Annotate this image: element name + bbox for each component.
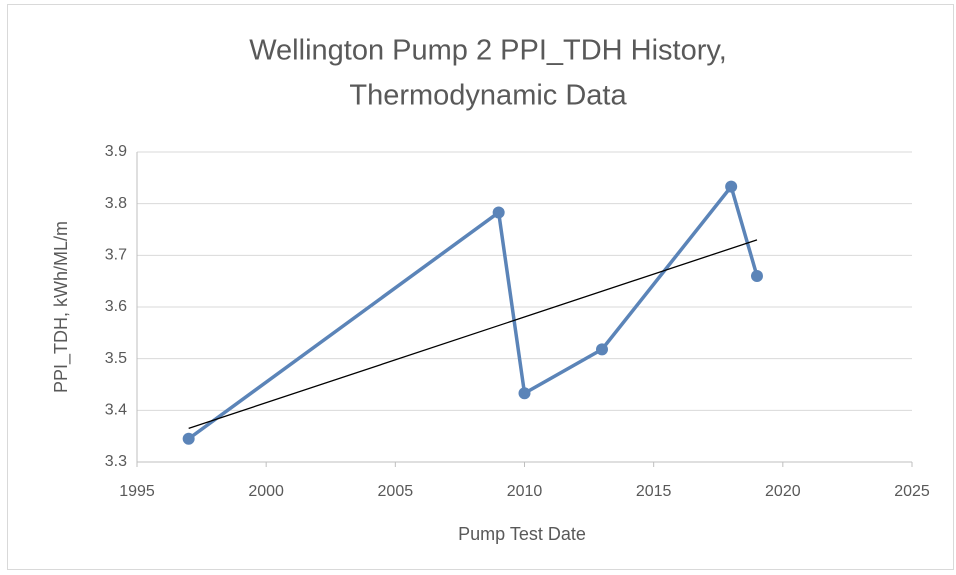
y-tick-label: 3.3 (105, 453, 127, 470)
x-tick-label: 2010 (507, 483, 543, 500)
x-tick-label: 1995 (119, 483, 155, 500)
data-point (492, 206, 505, 219)
chart-title: Wellington Pump 2 PPI_TDH History, (249, 35, 727, 67)
y-tick-label: 3.7 (105, 247, 127, 264)
chart-title: Thermodynamic Data (349, 80, 627, 112)
data-point (751, 270, 763, 282)
data-point (596, 343, 608, 356)
x-tick-label: 2025 (894, 483, 930, 500)
data-line (187, 184, 759, 441)
x-tick-label: 2000 (248, 483, 284, 500)
x-axis-title: Pump Test Date (458, 524, 586, 544)
y-tick-label: 3.9 (105, 143, 127, 160)
data-point (518, 387, 531, 400)
x-tick-label: 2015 (636, 483, 672, 500)
y-tick-label: 3.5 (105, 350, 127, 367)
chart-border (7, 4, 954, 570)
y-tick-label: 3.4 (105, 402, 127, 419)
x-tick-label: 2005 (378, 483, 414, 500)
x-tick-label: 2020 (765, 483, 801, 500)
y-tick-label: 3.8 (105, 195, 127, 212)
data-point (725, 180, 738, 193)
trendline (188, 239, 758, 430)
data-point (182, 432, 195, 445)
y-tick-label: 3.6 (105, 298, 127, 315)
y-axis-title: PPI_TDH, kWh/ML/m (51, 221, 72, 393)
